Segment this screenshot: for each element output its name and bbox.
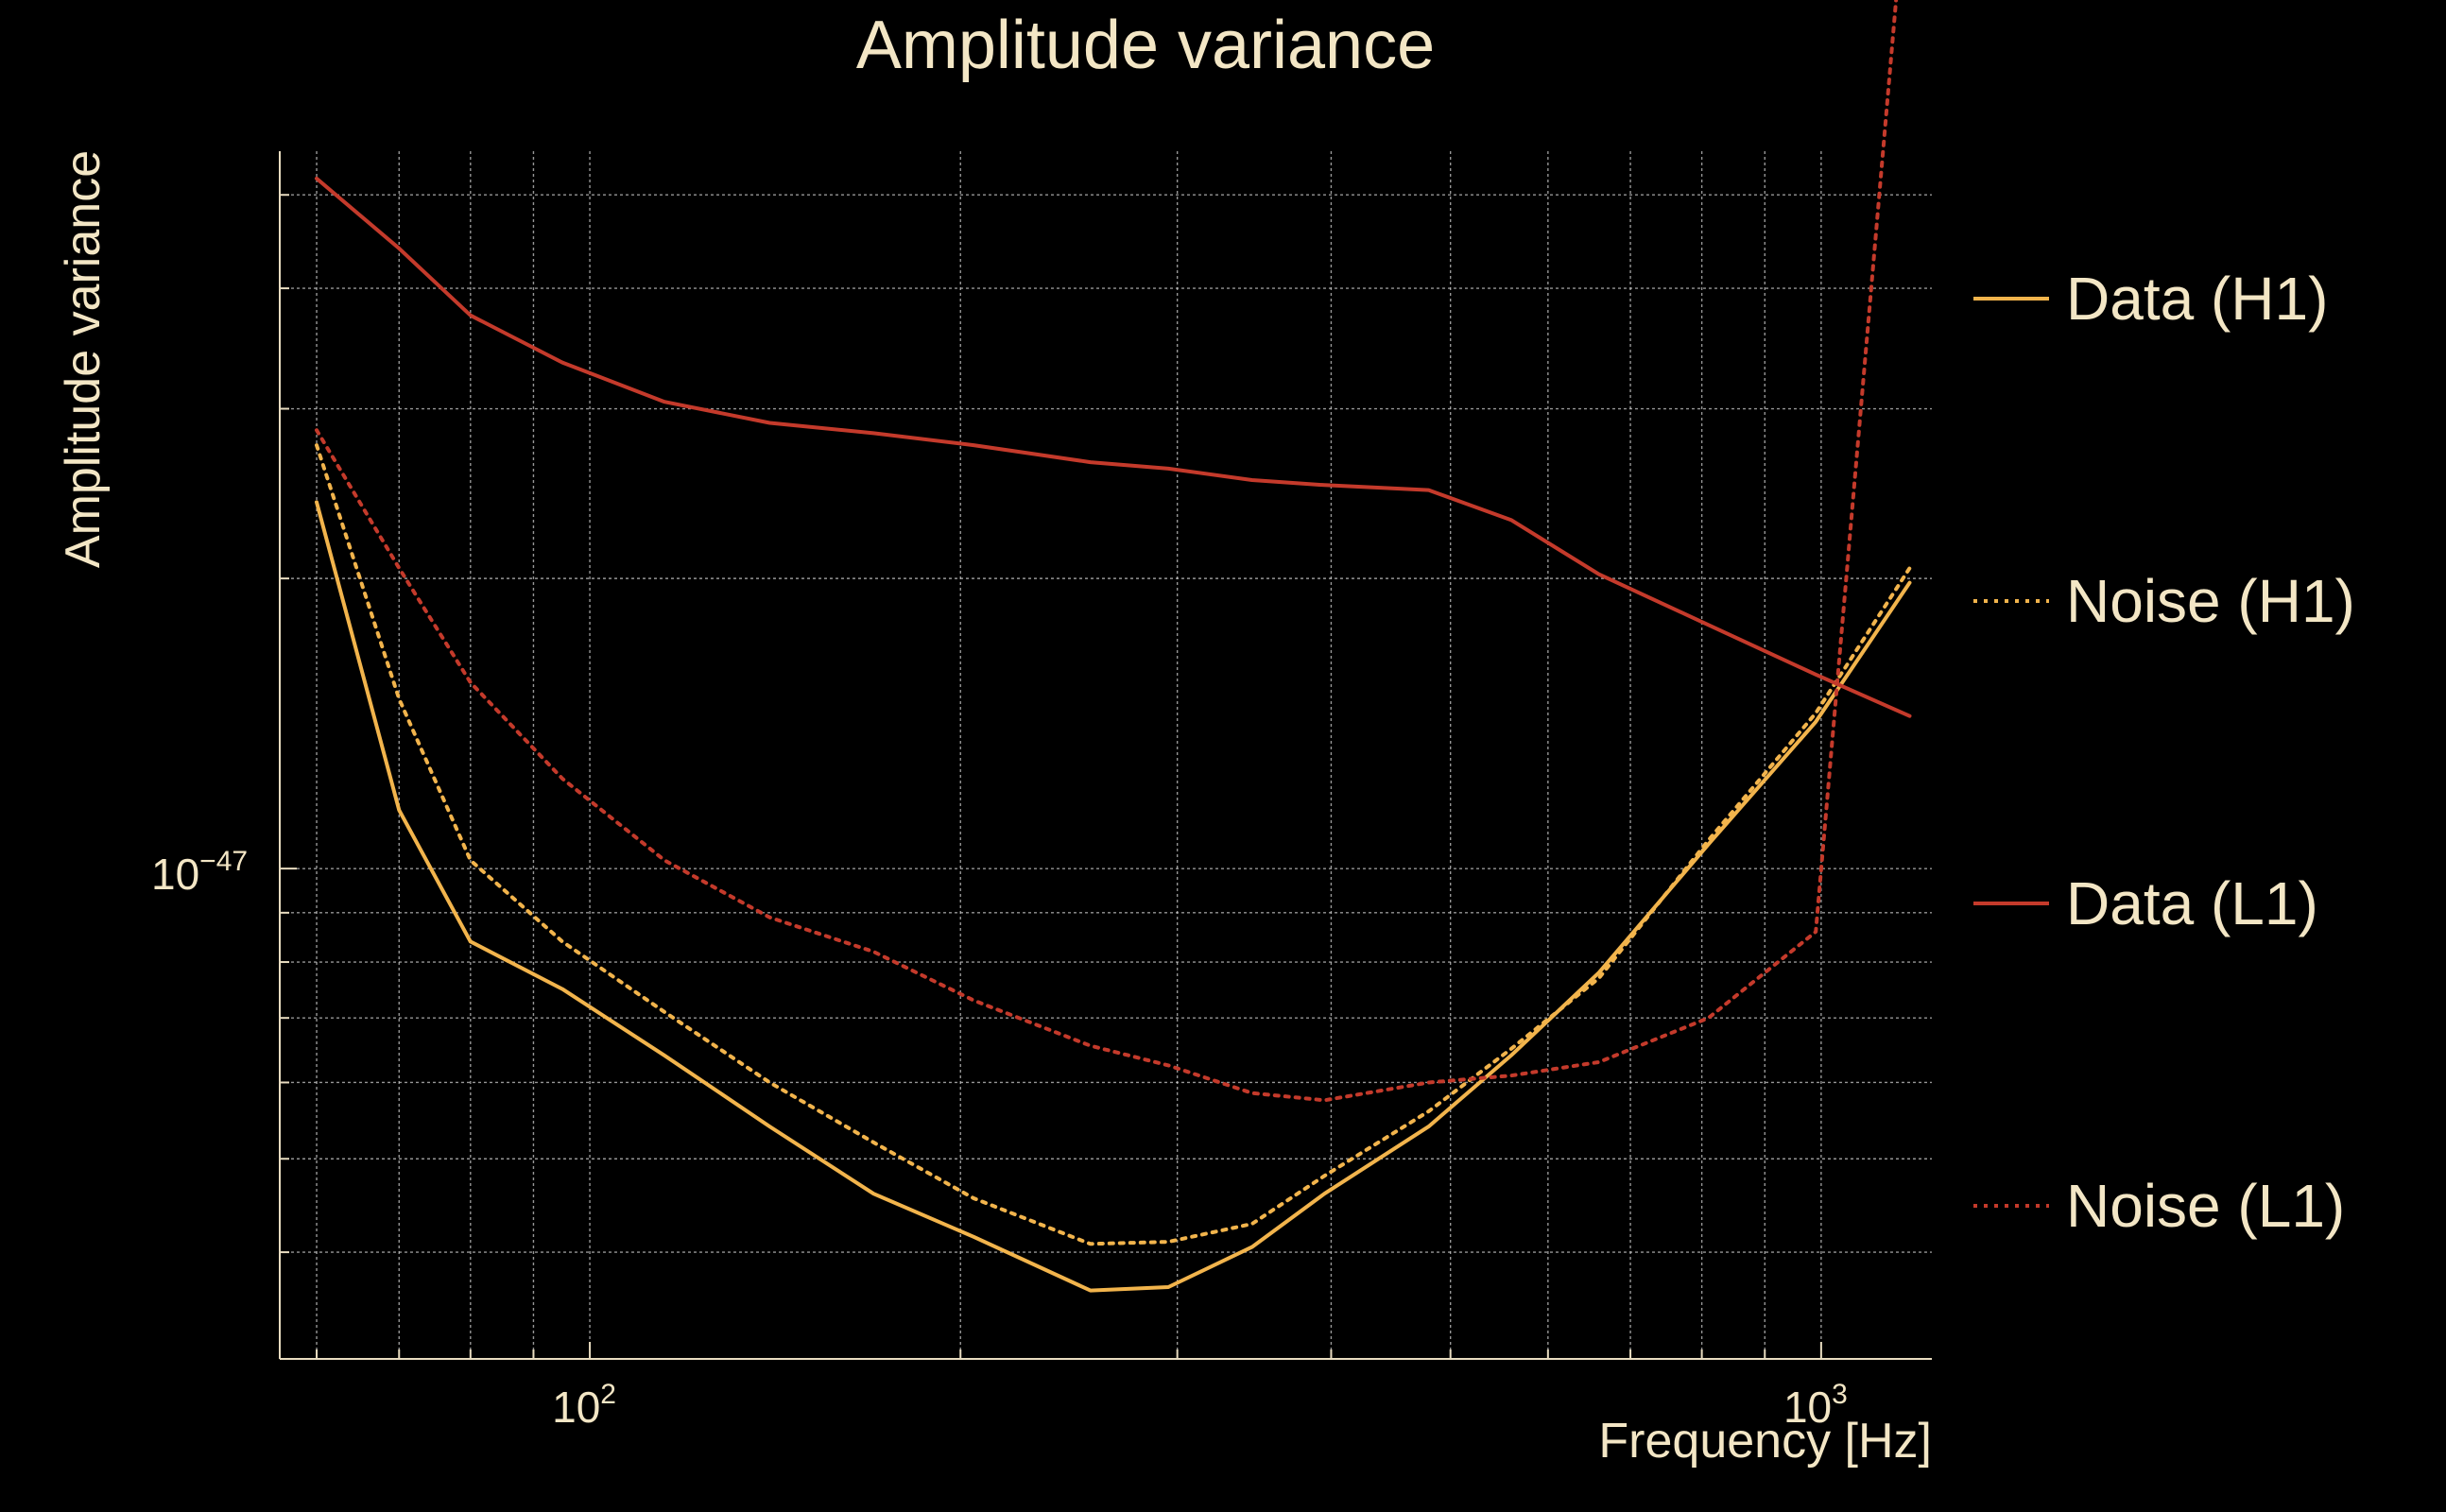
- series-line-2: [315, 176, 1912, 718]
- chart-title: Amplitude variance: [856, 8, 1435, 83]
- tick-labels: 102 103 10−47: [151, 846, 1848, 1432]
- x-axis-label: Frequency [Hz]: [1598, 1414, 1932, 1469]
- x-tick-label: 103: [1783, 1379, 1848, 1432]
- series-line-1: [315, 443, 1912, 1246]
- legend-label-0: Data (H1): [2066, 265, 2328, 333]
- series-line-3: [315, 0, 1899, 1103]
- y-axis-label: Amplitude variance: [56, 150, 111, 568]
- x-tick-label: 102: [552, 1379, 616, 1432]
- legend-label-1: Noise (H1): [2066, 567, 2355, 635]
- grid: [280, 151, 1932, 1359]
- axes: [279, 151, 1932, 1360]
- series-line-0: [315, 500, 1912, 1293]
- y-tick-label: 10−47: [151, 846, 248, 899]
- plot-area: [315, 0, 1912, 1293]
- legend-label-2: Data (L1): [2066, 869, 2318, 937]
- legend-label-3: Noise (L1): [2066, 1172, 2345, 1240]
- legend: Data (H1) Noise (H1) Data (L1) Noise (L1): [1973, 265, 2355, 1240]
